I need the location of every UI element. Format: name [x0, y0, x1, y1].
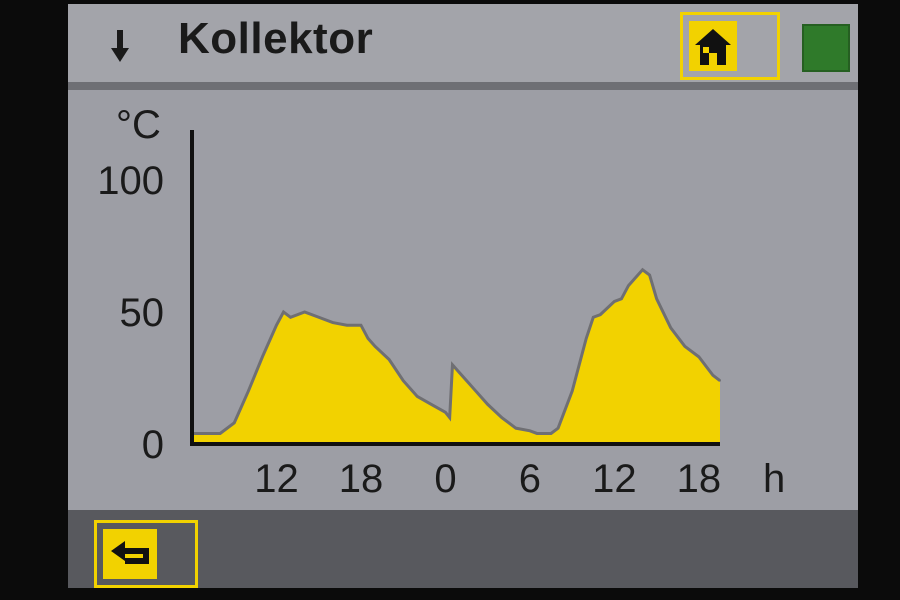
home-button[interactable]: [680, 12, 780, 80]
back-button[interactable]: [94, 520, 198, 588]
data-point: [711, 374, 714, 377]
data-point: [367, 337, 369, 340]
data-point: [219, 432, 222, 435]
collector-temperature-chart: °C h 0 50 100 12 18 0 6 12 18: [97, 103, 785, 501]
page-title: Kollektor: [178, 14, 374, 63]
data-point: [550, 432, 553, 435]
data-point: [592, 316, 595, 319]
data-point: [543, 432, 545, 435]
data-point: [345, 324, 348, 327]
back-arrow-icon: [111, 541, 149, 564]
x-tick-label: 12: [592, 457, 637, 501]
data-point: [388, 358, 391, 361]
x-tick-label: 12: [254, 457, 298, 501]
data-point: [669, 326, 672, 329]
data-point: [448, 416, 451, 419]
data-point: [416, 395, 419, 398]
data-point: [528, 429, 531, 432]
footer-bar: [68, 510, 858, 588]
data-point: [317, 316, 320, 319]
data-point: [486, 403, 489, 406]
data-point: [472, 387, 475, 390]
status-indicator: [802, 24, 850, 72]
x-tick-label: 18: [677, 457, 722, 501]
down-arrow-icon: [111, 30, 129, 62]
data-point: [275, 324, 278, 327]
data-point: [303, 311, 306, 313]
data-point: [557, 427, 560, 430]
data-point: [374, 345, 377, 348]
data-point: [444, 411, 447, 414]
series-area: [192, 269, 720, 444]
data-point: [599, 313, 602, 316]
home-icon: [695, 29, 731, 65]
y-tick-label: 0: [142, 423, 164, 467]
data-point: [514, 427, 517, 430]
data-point: [500, 416, 503, 419]
data-point: [655, 297, 658, 300]
data-point: [613, 300, 616, 303]
x-tick-label: 18: [339, 457, 384, 501]
y-tick-label: 100: [97, 159, 164, 203]
data-point: [289, 316, 292, 319]
data-point: [261, 355, 264, 358]
data-point: [282, 311, 285, 313]
display-screen: Kollektor °C h 0 50 100 12 18 0 6 12 18: [68, 4, 858, 588]
data-point: [451, 363, 454, 366]
data-point: [535, 432, 538, 435]
data-point: [247, 390, 250, 393]
data-point: [641, 268, 644, 271]
data-point: [458, 371, 461, 374]
data-point: [359, 324, 362, 327]
data-point: [648, 274, 651, 277]
data-point: [697, 355, 700, 358]
y-axis-label: °C: [116, 103, 161, 147]
data-point: [233, 421, 236, 424]
data-point: [683, 345, 686, 348]
y-tick-label: 50: [120, 291, 165, 335]
header-bar: Kollektor: [68, 4, 858, 90]
data-point: [430, 403, 433, 406]
data-point: [627, 284, 630, 287]
x-tick-label: 6: [519, 457, 541, 501]
data-point: [402, 379, 405, 382]
x-tick-label: 0: [434, 457, 456, 501]
data-point: [585, 337, 588, 340]
data-point: [719, 379, 721, 382]
data-point: [331, 321, 334, 324]
data-point: [571, 390, 574, 393]
data-point: [620, 297, 623, 300]
x-axis-label: h: [763, 457, 785, 501]
